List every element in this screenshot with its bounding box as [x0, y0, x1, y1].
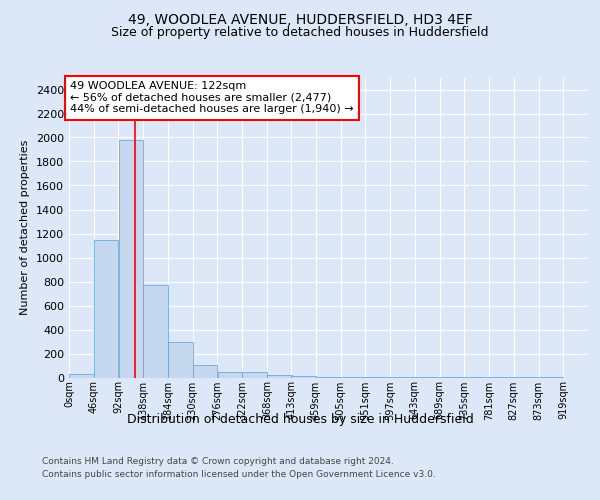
Y-axis label: Number of detached properties: Number of detached properties — [20, 140, 31, 315]
Text: Distribution of detached houses by size in Huddersfield: Distribution of detached houses by size … — [127, 412, 473, 426]
Bar — [218, 372, 242, 378]
Bar — [69, 374, 94, 378]
Bar — [267, 374, 292, 378]
Text: 49 WOODLEA AVENUE: 122sqm
← 56% of detached houses are smaller (2,477)
44% of se: 49 WOODLEA AVENUE: 122sqm ← 56% of detac… — [70, 81, 354, 114]
Bar — [143, 285, 168, 378]
Bar — [291, 376, 316, 378]
Text: Contains HM Land Registry data © Crown copyright and database right 2024.: Contains HM Land Registry data © Crown c… — [42, 458, 394, 466]
Text: 49, WOODLEA AVENUE, HUDDERSFIELD, HD3 4EF: 49, WOODLEA AVENUE, HUDDERSFIELD, HD3 4E… — [128, 12, 472, 26]
Bar — [168, 342, 193, 378]
Text: Contains public sector information licensed under the Open Government Licence v3: Contains public sector information licen… — [42, 470, 436, 479]
Bar — [242, 372, 267, 378]
Bar — [341, 377, 365, 378]
Bar — [365, 377, 390, 378]
Bar — [193, 365, 217, 378]
Bar — [94, 240, 118, 378]
Bar — [119, 140, 143, 378]
Text: Size of property relative to detached houses in Huddersfield: Size of property relative to detached ho… — [111, 26, 489, 39]
Bar — [316, 376, 340, 378]
